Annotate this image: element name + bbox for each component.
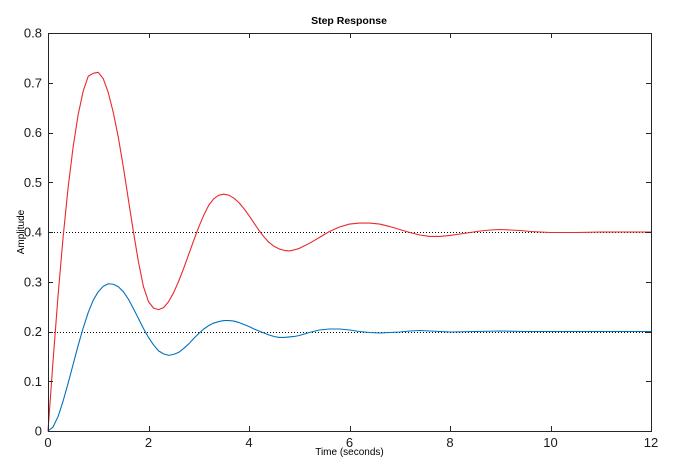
y-tick-label: 0.2 xyxy=(24,324,42,339)
series-line-1 xyxy=(47,283,652,432)
y-tick-label: 0.5 xyxy=(24,175,42,190)
series-layer xyxy=(47,71,652,432)
axis-ticks xyxy=(48,33,652,432)
y-tick-label: 0.1 xyxy=(24,374,42,389)
x-tick-label: 2 xyxy=(145,435,152,450)
y-tick-label: 0.3 xyxy=(24,274,42,289)
x-axis-label: Time (seconds) xyxy=(315,447,384,458)
x-tick-label: 12 xyxy=(644,435,658,450)
x-tick-label: 8 xyxy=(446,435,453,450)
y-tick-label: 0 xyxy=(35,424,42,439)
y-tick-label: 0.7 xyxy=(24,75,42,90)
axis-tick-labels: 0 2 4 6 8 10 12 0 0.1 0.2 0.3 0.4 0.5 0.6 0.7 0.8 xyxy=(24,26,658,451)
x-tick-label: 0 xyxy=(44,435,51,450)
y-axis-label: Amplitude xyxy=(16,209,27,254)
x-tick-label: 6 xyxy=(346,435,353,450)
y-tick-label: 0.8 xyxy=(24,26,42,41)
x-tick-label: 10 xyxy=(543,435,557,450)
y-tick-label: 0.6 xyxy=(24,125,42,140)
series-line-2 xyxy=(47,71,652,432)
y-tick-label: 0.4 xyxy=(24,225,42,240)
chart-title: Step Response xyxy=(311,15,387,27)
x-tick-label: 4 xyxy=(245,435,252,450)
